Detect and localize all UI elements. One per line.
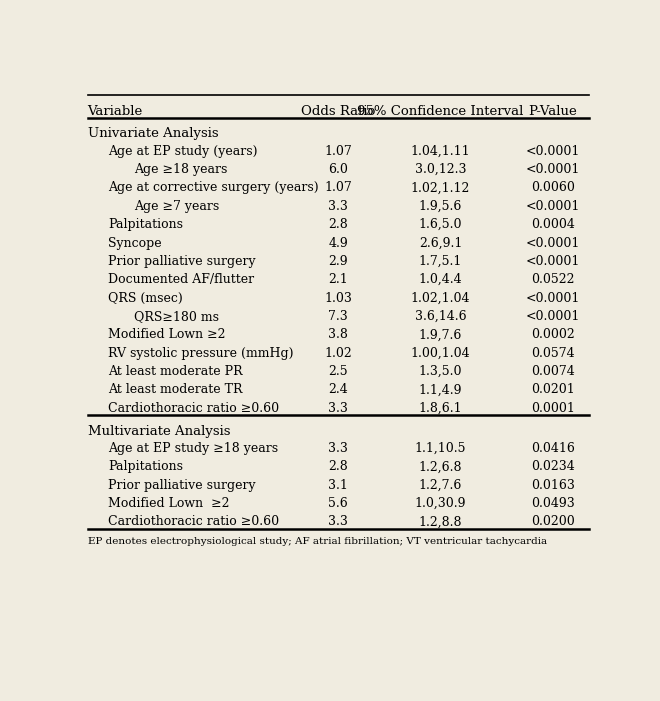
Text: 1.1,10.5: 1.1,10.5 bbox=[414, 442, 467, 455]
Text: 0.0002: 0.0002 bbox=[531, 328, 575, 341]
Text: 2.8: 2.8 bbox=[329, 218, 348, 231]
Text: 1.02,1.04: 1.02,1.04 bbox=[411, 292, 471, 304]
Text: 2.6,9.1: 2.6,9.1 bbox=[419, 236, 462, 250]
Text: 2.5: 2.5 bbox=[329, 365, 348, 378]
Text: Multivariate Analysis: Multivariate Analysis bbox=[88, 425, 230, 437]
Text: 3.8: 3.8 bbox=[328, 328, 348, 341]
Text: Syncope: Syncope bbox=[108, 236, 162, 250]
Text: 95% Confidence Interval: 95% Confidence Interval bbox=[357, 105, 524, 118]
Text: 1.9,5.6: 1.9,5.6 bbox=[419, 200, 462, 213]
Text: 1.0,4.4: 1.0,4.4 bbox=[418, 273, 463, 286]
Text: 1.2,7.6: 1.2,7.6 bbox=[419, 479, 462, 492]
Text: At least moderate TR: At least moderate TR bbox=[108, 383, 243, 396]
Text: At least moderate PR: At least moderate PR bbox=[108, 365, 243, 378]
Text: 1.7,5.1: 1.7,5.1 bbox=[419, 255, 462, 268]
Text: 7.3: 7.3 bbox=[329, 310, 348, 323]
Text: Age ≥18 years: Age ≥18 years bbox=[133, 163, 227, 176]
Text: 3.6,14.6: 3.6,14.6 bbox=[414, 310, 467, 323]
Text: Cardiothoracic ratio ≥0.60: Cardiothoracic ratio ≥0.60 bbox=[108, 402, 279, 415]
Text: 1.2,8.8: 1.2,8.8 bbox=[419, 515, 462, 529]
Text: 2.1: 2.1 bbox=[329, 273, 348, 286]
Text: 1.07: 1.07 bbox=[324, 182, 352, 194]
Text: 2.9: 2.9 bbox=[329, 255, 348, 268]
Text: Prior palliative surgery: Prior palliative surgery bbox=[108, 479, 255, 492]
Text: RV systolic pressure (mmHg): RV systolic pressure (mmHg) bbox=[108, 346, 294, 360]
Text: 0.0001: 0.0001 bbox=[531, 402, 575, 415]
Text: 1.07: 1.07 bbox=[324, 145, 352, 158]
Text: 1.8,6.1: 1.8,6.1 bbox=[418, 402, 463, 415]
Text: 1.02: 1.02 bbox=[324, 346, 352, 360]
Text: 0.0201: 0.0201 bbox=[531, 383, 575, 396]
Text: 0.0493: 0.0493 bbox=[531, 497, 575, 510]
Text: 3.1: 3.1 bbox=[328, 479, 348, 492]
Text: <0.0001: <0.0001 bbox=[526, 310, 580, 323]
Text: 0.0163: 0.0163 bbox=[531, 479, 575, 492]
Text: <0.0001: <0.0001 bbox=[526, 292, 580, 304]
Text: 0.0234: 0.0234 bbox=[531, 461, 575, 473]
Text: 0.0060: 0.0060 bbox=[531, 182, 575, 194]
Text: 3.3: 3.3 bbox=[328, 402, 348, 415]
Text: Univariate Analysis: Univariate Analysis bbox=[88, 128, 218, 140]
Text: <0.0001: <0.0001 bbox=[526, 200, 580, 213]
Text: 1.04,1.11: 1.04,1.11 bbox=[411, 145, 471, 158]
Text: 0.0522: 0.0522 bbox=[531, 273, 575, 286]
Text: Prior palliative surgery: Prior palliative surgery bbox=[108, 255, 255, 268]
Text: 1.6,5.0: 1.6,5.0 bbox=[419, 218, 462, 231]
Text: 3.0,12.3: 3.0,12.3 bbox=[414, 163, 467, 176]
Text: 1.9,7.6: 1.9,7.6 bbox=[419, 328, 462, 341]
Text: 0.0574: 0.0574 bbox=[531, 346, 575, 360]
Text: 0.0074: 0.0074 bbox=[531, 365, 575, 378]
Text: <0.0001: <0.0001 bbox=[526, 163, 580, 176]
Text: Modified Lown  ≥2: Modified Lown ≥2 bbox=[108, 497, 230, 510]
Text: QRS≥180 ms: QRS≥180 ms bbox=[133, 310, 218, 323]
Text: Odds Ratio: Odds Ratio bbox=[301, 105, 376, 118]
Text: <0.0001: <0.0001 bbox=[526, 255, 580, 268]
Text: 1.0,30.9: 1.0,30.9 bbox=[414, 497, 467, 510]
Text: 4.9: 4.9 bbox=[329, 236, 348, 250]
Text: Cardiothoracic ratio ≥0.60: Cardiothoracic ratio ≥0.60 bbox=[108, 515, 279, 529]
Text: 1.02,1.12: 1.02,1.12 bbox=[411, 182, 470, 194]
Text: 1.03: 1.03 bbox=[324, 292, 352, 304]
Text: Age ≥7 years: Age ≥7 years bbox=[133, 200, 219, 213]
Text: EP denotes electrophysiological study; AF atrial fibrillation; VT ventricular ta: EP denotes electrophysiological study; A… bbox=[88, 537, 546, 546]
Text: <0.0001: <0.0001 bbox=[526, 236, 580, 250]
Text: Palpitations: Palpitations bbox=[108, 461, 183, 473]
Text: 0.0004: 0.0004 bbox=[531, 218, 575, 231]
Text: P-Value: P-Value bbox=[529, 105, 578, 118]
Text: Documented AF/flutter: Documented AF/flutter bbox=[108, 273, 254, 286]
Text: Palpitations: Palpitations bbox=[108, 218, 183, 231]
Text: Modified Lown ≥2: Modified Lown ≥2 bbox=[108, 328, 226, 341]
Text: 5.6: 5.6 bbox=[329, 497, 348, 510]
Text: 6.0: 6.0 bbox=[328, 163, 348, 176]
Text: 1.1,4.9: 1.1,4.9 bbox=[419, 383, 462, 396]
Text: 2.4: 2.4 bbox=[329, 383, 348, 396]
Text: 0.0200: 0.0200 bbox=[531, 515, 575, 529]
Text: Age at EP study ≥18 years: Age at EP study ≥18 years bbox=[108, 442, 279, 455]
Text: <0.0001: <0.0001 bbox=[526, 145, 580, 158]
Text: 1.00,1.04: 1.00,1.04 bbox=[411, 346, 471, 360]
Text: 1.3,5.0: 1.3,5.0 bbox=[419, 365, 462, 378]
Text: 3.3: 3.3 bbox=[328, 200, 348, 213]
Text: QRS (msec): QRS (msec) bbox=[108, 292, 183, 304]
Text: 0.0416: 0.0416 bbox=[531, 442, 575, 455]
Text: Age at corrective surgery (years): Age at corrective surgery (years) bbox=[108, 182, 319, 194]
Text: Variable: Variable bbox=[88, 105, 143, 118]
Text: 3.3: 3.3 bbox=[328, 442, 348, 455]
Text: 1.2,6.8: 1.2,6.8 bbox=[419, 461, 462, 473]
Text: 3.3: 3.3 bbox=[328, 515, 348, 529]
Text: 2.8: 2.8 bbox=[329, 461, 348, 473]
Text: Age at EP study (years): Age at EP study (years) bbox=[108, 145, 257, 158]
